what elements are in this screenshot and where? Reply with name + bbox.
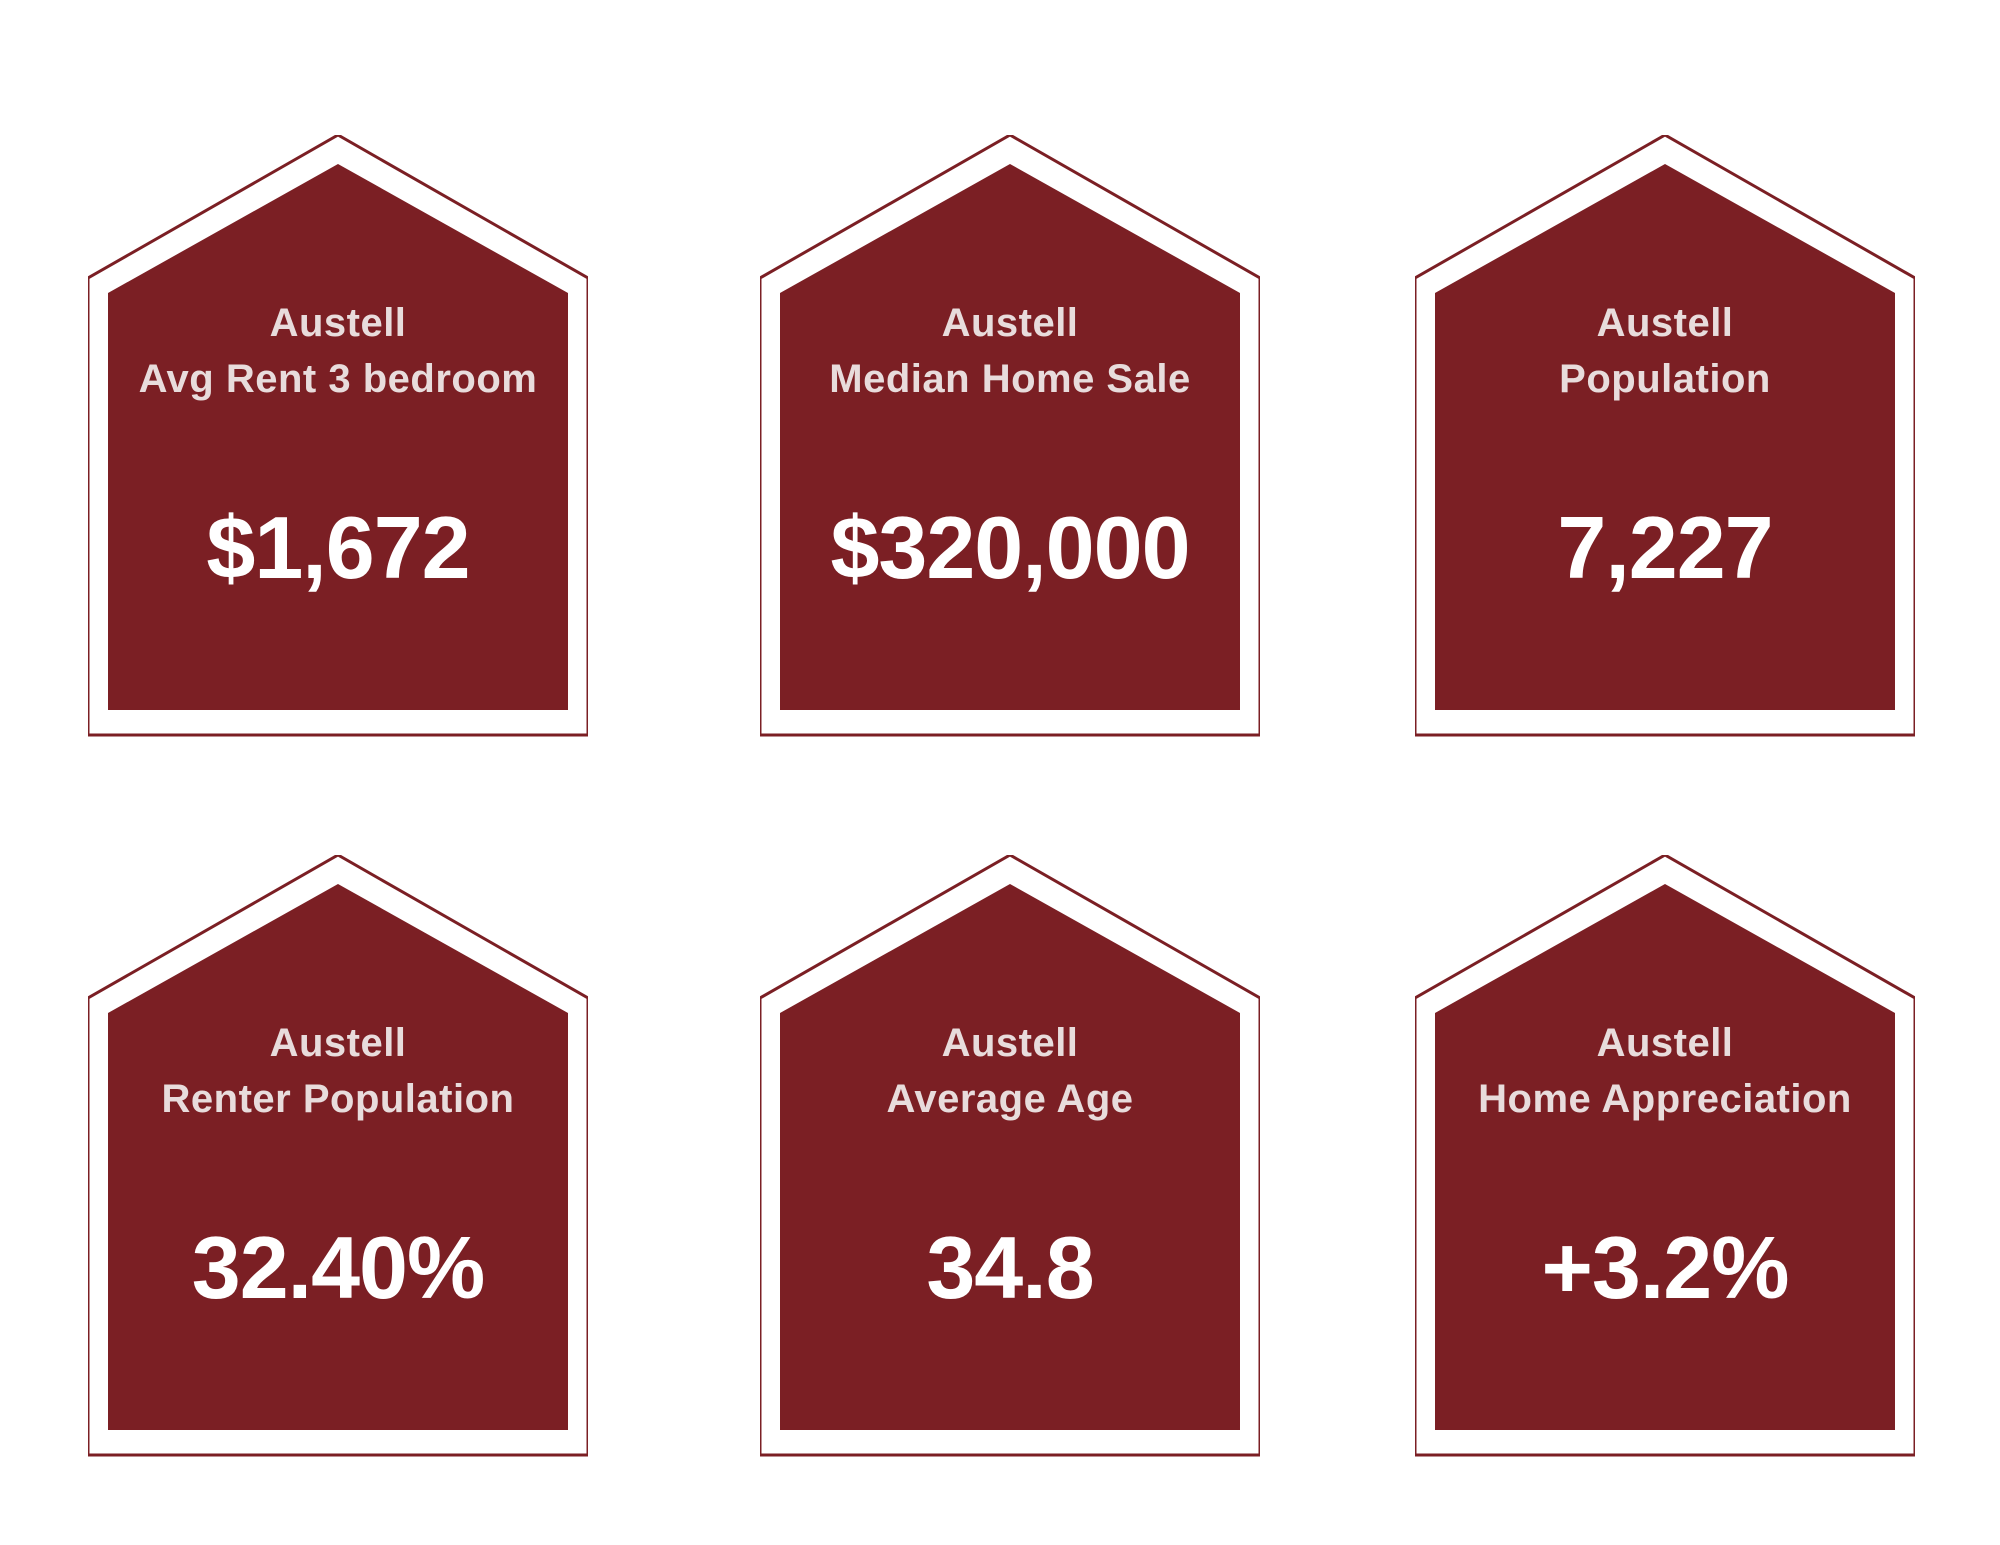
stat-card-average-age: Austell Average Age 34.8 <box>760 855 1260 1465</box>
house-shape-icon <box>88 135 588 737</box>
house-shape-icon <box>760 135 1260 737</box>
city-name: Austell <box>941 301 1079 345</box>
house-shape-icon <box>1415 855 1915 1457</box>
stat-card-avg-rent: Austell Avg Rent 3 bedroom $1,672 <box>88 135 588 745</box>
stat-value: $1,672 <box>206 498 470 597</box>
metric-name: Median Home Sale <box>829 357 1191 401</box>
stat-card-population: Austell Population 7,227 <box>1415 135 1915 745</box>
city-name: Austell <box>1596 301 1734 345</box>
stat-card-renter-population: Austell Renter Population 32.40% <box>88 855 588 1465</box>
stat-value: 7,227 <box>1557 498 1773 597</box>
metric-name: Population <box>1559 357 1771 401</box>
city-name: Austell <box>269 1021 407 1065</box>
stat-card-label: Austell Median Home Sale <box>760 295 1260 407</box>
metric-name: Average Age <box>886 1077 1134 1121</box>
house-shape-icon <box>88 855 588 1457</box>
metric-name: Renter Population <box>161 1077 515 1121</box>
stat-value: 32.40% <box>191 1218 485 1317</box>
stat-card-median-home-sale: Austell Median Home Sale $320,000 <box>760 135 1260 745</box>
city-name: Austell <box>941 1021 1079 1065</box>
stat-card-label: Austell Renter Population <box>88 1015 588 1127</box>
stat-card-home-appreciation: Austell Home Appreciation +3.2% <box>1415 855 1915 1465</box>
metric-name: Home Appreciation <box>1478 1077 1852 1121</box>
city-name: Austell <box>269 301 407 345</box>
stat-card-label: Austell Home Appreciation <box>1415 1015 1915 1127</box>
metric-name: Avg Rent 3 bedroom <box>138 357 538 401</box>
house-shape-icon <box>760 855 1260 1457</box>
house-shape-icon <box>1415 135 1915 737</box>
stat-value: $320,000 <box>830 498 1190 597</box>
city-name: Austell <box>1596 1021 1734 1065</box>
stat-card-label: Austell Population <box>1415 295 1915 407</box>
stat-value: 34.8 <box>926 1218 1094 1317</box>
stat-value: +3.2% <box>1541 1218 1790 1317</box>
stat-card-label: Austell Avg Rent 3 bedroom <box>88 295 588 407</box>
stat-card-label: Austell Average Age <box>760 1015 1260 1127</box>
